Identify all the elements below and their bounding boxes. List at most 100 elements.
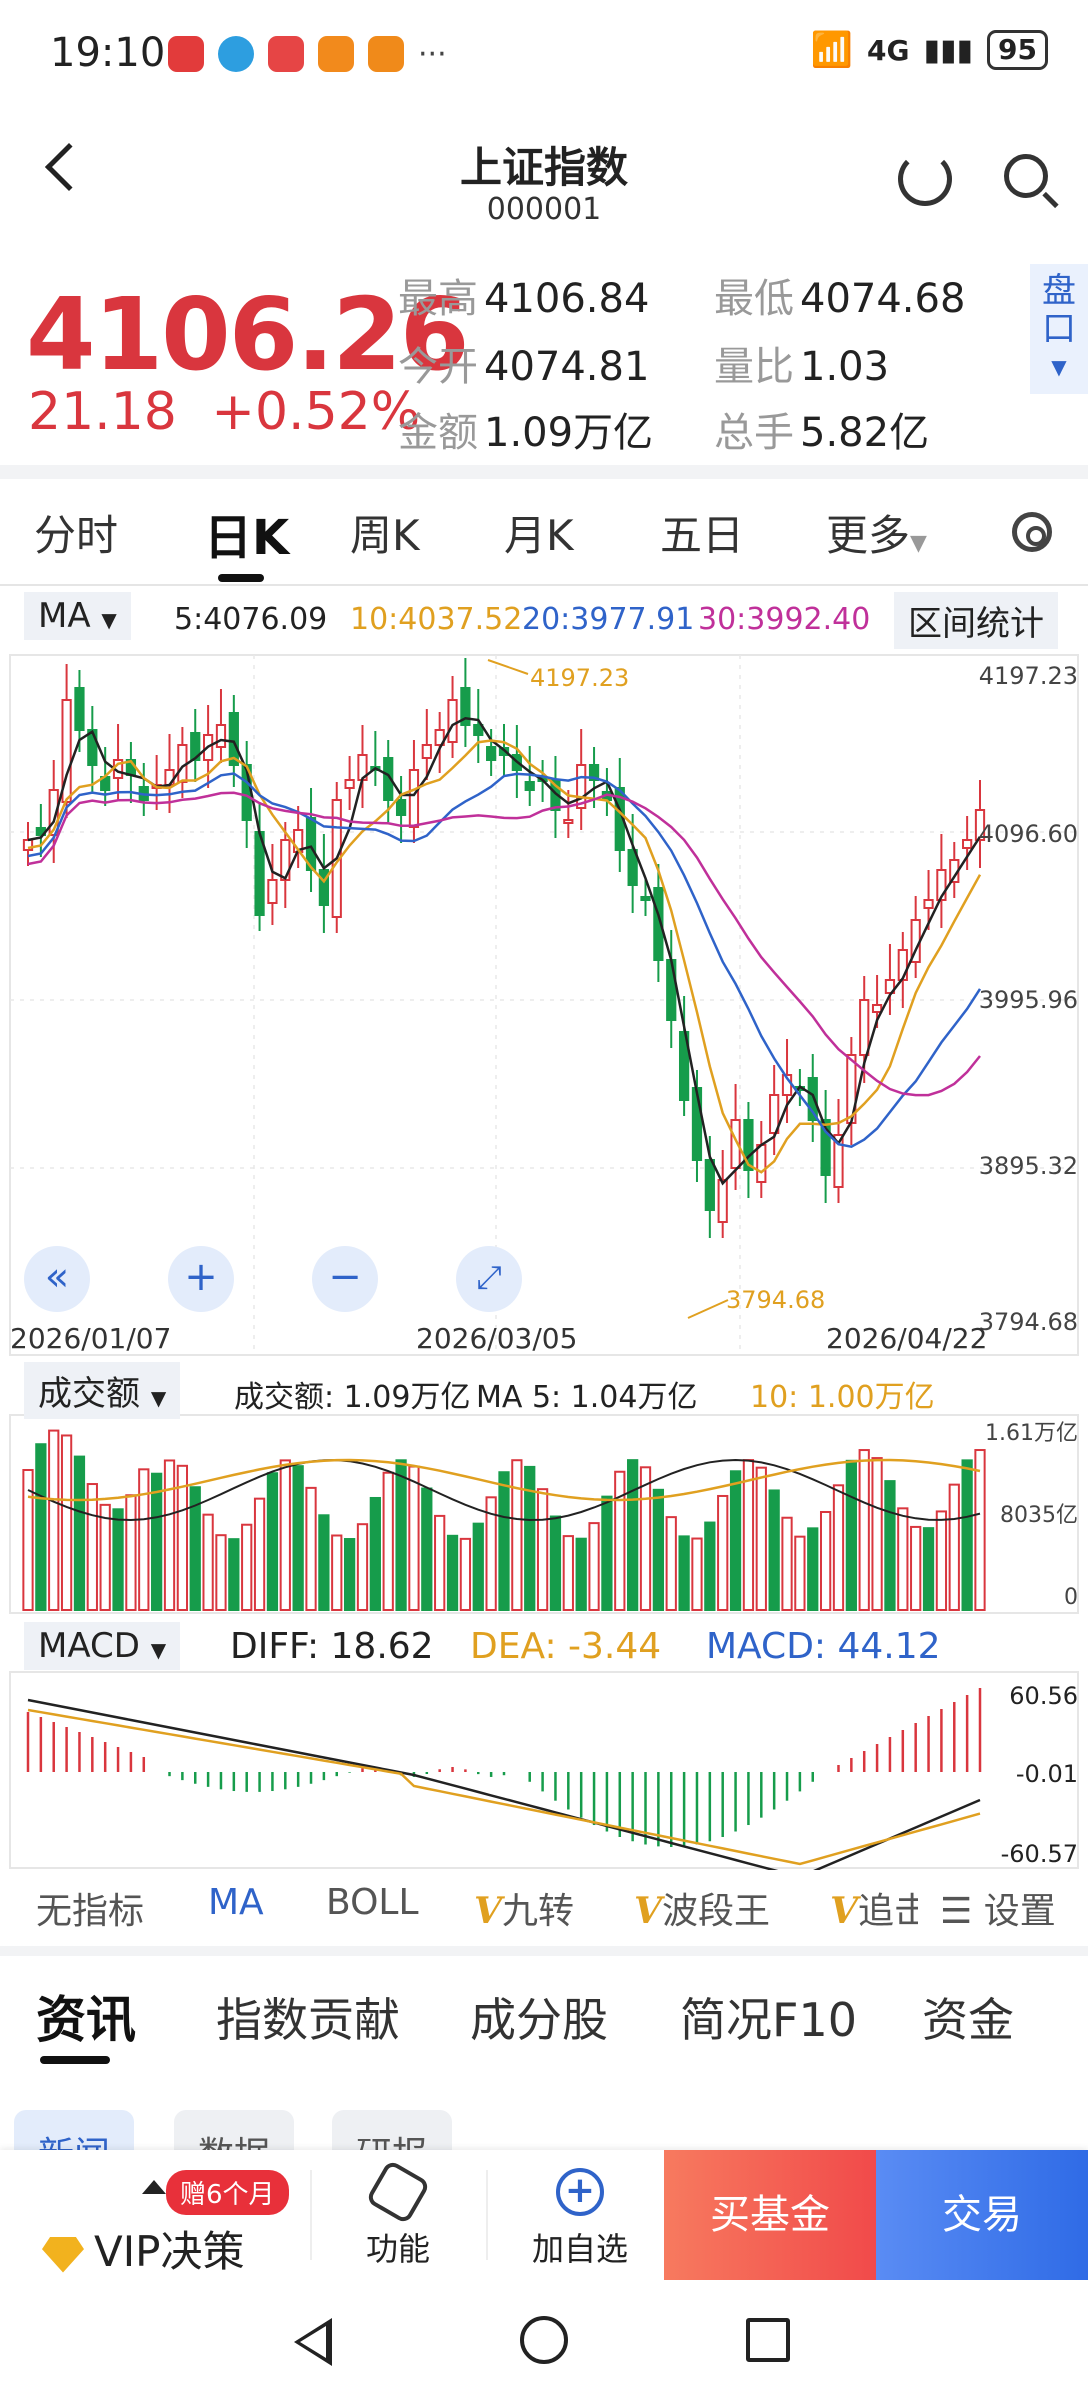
- volume-bar: [22, 1469, 34, 1611]
- fullscreen-icon[interactable]: ⤢: [456, 1246, 522, 1312]
- volume-bar: [588, 1522, 600, 1612]
- volume-y-label: 1.61万亿: [985, 1421, 1078, 1446]
- kline-chart: 4197.23 3794.68 4197.23 4096.60 3995.96 …: [9, 654, 1079, 1870]
- volume-bar: [189, 1486, 201, 1612]
- divider: [0, 465, 1088, 479]
- candle-body: [267, 879, 278, 904]
- volume-bar: [575, 1537, 587, 1612]
- function-button[interactable]: 功能: [348, 2159, 448, 2270]
- add-watchlist-button[interactable]: + 加自选: [531, 2168, 628, 2268]
- volume-selector[interactable]: 成交额 ▼: [24, 1362, 181, 1419]
- indicator-settings[interactable]: ☰ 设置: [934, 1882, 1056, 1934]
- volume-bar: [704, 1521, 716, 1612]
- tab-daily-k[interactable]: 日K: [204, 510, 290, 566]
- low-marker-label: 3794.68: [726, 1286, 825, 1314]
- ma-line: [27, 791, 981, 1097]
- indicator-zhuiji[interactable]: V追击: [830, 1890, 918, 1932]
- nav-home-icon[interactable]: [520, 2316, 568, 2364]
- tab-constituents[interactable]: 成分股: [470, 1993, 608, 2047]
- kline-date-label: 2026/04/22: [826, 1322, 987, 1355]
- ma20-value: 20:3977.91: [522, 602, 695, 637]
- app-icon: [168, 36, 204, 72]
- nav-back-icon[interactable]: [294, 2318, 332, 2366]
- candle-body: [460, 687, 471, 726]
- chevron-down-icon: ▼: [150, 1386, 167, 1410]
- indicator-none[interactable]: 无指标: [36, 1891, 145, 1932]
- macd-y-label: -0.01: [1016, 1760, 1078, 1788]
- volume-ma5: MA 5: 1.04万亿: [476, 1380, 698, 1415]
- candle-body: [588, 764, 600, 781]
- volume-ma10: 10: 1.00万亿: [750, 1380, 935, 1415]
- vip-decision-button[interactable]: VIP决策: [42, 2218, 244, 2279]
- ma-line: [27, 739, 982, 1174]
- status-time: 19:10: [50, 30, 166, 76]
- pankou-button[interactable]: 盘口 ▼: [1030, 264, 1088, 394]
- volume-bar: [485, 1496, 497, 1611]
- tab-f10[interactable]: 简况F10: [680, 1993, 857, 2047]
- volume-bar: [48, 1429, 60, 1612]
- volume-frame: [9, 1414, 1079, 1614]
- scroll-left-button[interactable]: «: [24, 1246, 90, 1312]
- kline-y-label: 3895.32: [979, 1152, 1078, 1180]
- tab-underline: [218, 574, 264, 582]
- gear-icon[interactable]: [1012, 512, 1052, 552]
- chevron-down-icon: ▼: [1051, 355, 1067, 379]
- tab-monthly-k[interactable]: 月K: [504, 511, 574, 560]
- buy-fund-button[interactable]: 买基金: [664, 2150, 876, 2280]
- volume-legend-row: 成交额 ▼ 成交额: 1.09万亿 MA 5: 1.04万亿 10: 1.00万…: [0, 1362, 1088, 1419]
- volume-bar: [742, 1459, 755, 1611]
- system-nav-bar: [0, 2280, 1088, 2400]
- indicator-ma[interactable]: MA: [208, 1882, 264, 1923]
- macd-selector[interactable]: MACD ▼: [24, 1622, 181, 1670]
- candle-body: [447, 699, 458, 743]
- tab-underline: [40, 2056, 110, 2064]
- tab-weekly-k[interactable]: 周K: [350, 511, 420, 560]
- candle-body: [833, 1134, 844, 1188]
- search-icon[interactable]: [1004, 154, 1048, 198]
- tab-news-info[interactable]: 资讯: [36, 1991, 136, 2049]
- volume-bar: [99, 1503, 111, 1612]
- nav-recent-icon[interactable]: [746, 2318, 790, 2362]
- status-app-icons: ···: [168, 36, 447, 72]
- volume-bar: [729, 1470, 742, 1611]
- candle-body: [473, 724, 484, 736]
- range-stats-button[interactable]: 区间统计: [894, 592, 1058, 649]
- tab-intraday[interactable]: 分时: [34, 511, 119, 560]
- candle-body: [704, 1159, 715, 1211]
- zoom-in-button[interactable]: +: [168, 1246, 234, 1312]
- ma-line: [27, 717, 982, 1186]
- candle-body: [923, 899, 934, 909]
- refresh-icon[interactable]: [898, 152, 952, 206]
- chevron-down-icon: ▼: [101, 608, 117, 632]
- candle-body: [871, 1004, 883, 1013]
- volume-bar: [138, 1468, 150, 1611]
- volume-y-label: 0: [1064, 1585, 1078, 1610]
- macd-y-label: 60.56: [1009, 1682, 1078, 1710]
- volume-bar: [922, 1527, 935, 1612]
- volume-bar: [819, 1510, 832, 1612]
- indicator-boduanwang[interactable]: V波段王: [634, 1890, 770, 1932]
- volume-bar: [151, 1472, 163, 1612]
- tab-capital[interactable]: 资金: [922, 1993, 1014, 2047]
- trade-button[interactable]: 交易: [876, 2150, 1088, 2280]
- indicator-jiuzhuan[interactable]: V九转: [474, 1890, 574, 1932]
- macd-value: MACD: 44.12: [706, 1626, 941, 1667]
- volume-bar: [974, 1449, 986, 1612]
- macd-y-label: -60.57: [1001, 1840, 1078, 1868]
- volume-bar: [408, 1465, 420, 1612]
- candle-body: [962, 839, 973, 849]
- indicator-boll[interactable]: BOLL: [326, 1882, 419, 1923]
- volume-bar: [73, 1455, 86, 1611]
- tab-index-contribution[interactable]: 指数贡献: [216, 1993, 400, 2047]
- volume-bar: [176, 1464, 189, 1611]
- ma-selector[interactable]: MA ▼: [24, 592, 131, 640]
- tab-five-day[interactable]: 五日: [660, 511, 745, 560]
- period-tabs: 分时 日K 周K 月K 五日 更多▼: [0, 482, 1088, 582]
- tab-more[interactable]: 更多▼: [826, 511, 927, 560]
- current-price: 4106.26: [26, 276, 469, 393]
- page-title: 上证指数: [459, 143, 628, 192]
- zoom-out-button[interactable]: −: [312, 1246, 378, 1312]
- low-marker: 3794.68: [687, 1286, 825, 1319]
- volume-bar: [691, 1537, 703, 1612]
- volume-bar: [858, 1449, 870, 1612]
